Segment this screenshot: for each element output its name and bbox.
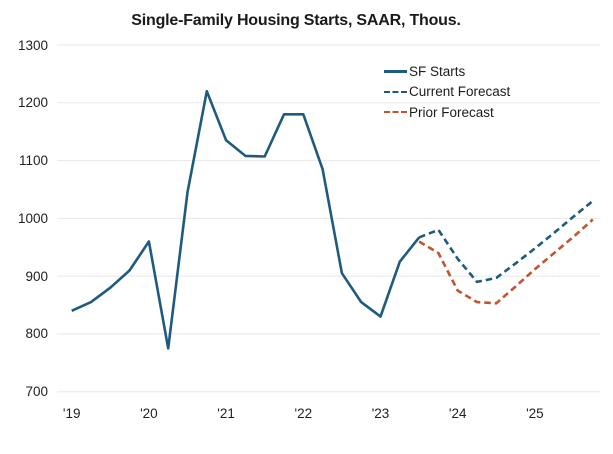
x-tick-label: '24 <box>448 406 467 421</box>
y-tick-label: 1000 <box>17 210 48 226</box>
series-line-sf-starts <box>71 89 421 350</box>
y-tick-label: 1300 <box>17 37 48 53</box>
chart-title: Single-Family Housing Starts, SAAR, Thou… <box>131 12 461 29</box>
x-tick-label: '21 <box>217 406 235 421</box>
series-line-current-forecast <box>418 199 594 284</box>
legend-label: Current Forecast <box>409 84 511 100</box>
y-tick-label: 1100 <box>18 153 48 169</box>
legend-item-current-forecast: Current Forecast <box>384 82 510 103</box>
legend-label: Prior Forecast <box>409 104 494 120</box>
legend: SF Starts Current Forecast Prior Forecas… <box>384 61 510 123</box>
y-tick-label: 1200 <box>17 95 48 111</box>
x-tick-label: '23 <box>371 406 390 421</box>
x-tick-label: '19 <box>62 406 81 421</box>
y-tick-label: 800 <box>25 326 48 342</box>
series-line-prior-forecast <box>418 218 594 305</box>
y-tick-label: 700 <box>25 384 48 400</box>
x-tick-label: '22 <box>294 406 313 421</box>
legend-label: SF Starts <box>409 63 466 79</box>
legend-item-prior-forecast: Prior Forecast <box>384 102 510 123</box>
y-tick-label: 900 <box>25 268 48 284</box>
dashed-line-swatch-icon <box>384 90 407 93</box>
x-tick-label: '25 <box>526 406 544 421</box>
solid-line-swatch-icon <box>384 69 407 73</box>
dashed-line-swatch-icon <box>384 111 407 114</box>
legend-item-sf-starts: SF Starts <box>384 61 510 82</box>
x-tick-label: '20 <box>140 406 158 421</box>
